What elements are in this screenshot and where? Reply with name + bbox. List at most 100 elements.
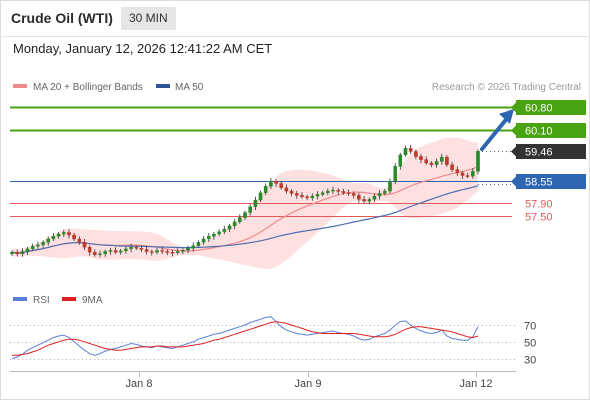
moving-averages: [11, 165, 479, 254]
candle-down: [346, 192, 351, 195]
candle-down: [77, 238, 82, 243]
candle-up: [108, 250, 113, 252]
candle-down: [300, 195, 304, 197]
candle-down: [67, 232, 71, 236]
candle-up: [181, 249, 185, 252]
target-arrow: [480, 108, 514, 152]
candle-down: [284, 187, 289, 192]
ma9-legend-swatch: [62, 297, 76, 301]
ma50-line: [11, 185, 479, 254]
candle-up: [263, 185, 268, 193]
candle-down: [289, 190, 294, 194]
candle-down: [362, 199, 366, 202]
candle-down: [82, 242, 87, 248]
candle-up: [206, 236, 211, 240]
interval-badge[interactable]: 30 MIN: [121, 7, 176, 30]
candle-up: [51, 236, 56, 240]
candle-down: [92, 251, 97, 255]
candle-up: [237, 217, 242, 223]
candle-down: [336, 189, 341, 192]
candle-up: [30, 245, 35, 249]
candle-up: [471, 171, 475, 177]
candle-down: [460, 172, 465, 176]
candle-up: [124, 248, 128, 252]
candle-down: [160, 250, 165, 252]
level-tag-pointer-60.80: [511, 102, 516, 113]
candle-up: [258, 192, 263, 201]
price-levels: [10, 106, 512, 217]
candle-down: [351, 193, 356, 196]
x-tick-label: Jan 8: [126, 378, 153, 390]
level-tag-pointer-58.55: [511, 176, 516, 187]
bollinger-band-area: [12, 137, 478, 269]
candle-up: [103, 251, 107, 254]
candle-up: [227, 225, 232, 230]
candle-up: [377, 193, 382, 197]
ma20-legend-label: MA 20 + Bollinger Bands: [33, 82, 143, 93]
candle-up: [155, 250, 159, 253]
candle-up: [403, 147, 408, 155]
level-tag-60.80: [516, 100, 586, 115]
candle-up: [372, 195, 377, 200]
candle-up: [253, 199, 258, 207]
candle-up: [25, 248, 30, 252]
level-label-58.55: 58.55: [525, 177, 553, 189]
instrument-title: Crude Oil (WTI): [11, 10, 113, 26]
rsi-tick-label-70: 70: [524, 321, 536, 333]
level-label-60.80: 60.80: [525, 103, 553, 115]
rsi-legend-label: RSI: [33, 295, 50, 306]
header: Crude Oil (WTI) 30 MIN: [0, 0, 590, 36]
candle-up: [62, 232, 66, 235]
candle-down: [279, 183, 284, 189]
candle-up: [243, 212, 247, 218]
candle-up: [320, 192, 325, 195]
x-tick-label: Jan 9: [295, 378, 322, 390]
bollinger-bands: [12, 137, 478, 269]
candle-down: [305, 196, 309, 198]
ma50-legend-swatch: [156, 84, 170, 88]
ma50-legend-label: MA 50: [175, 82, 204, 93]
candle-up: [331, 189, 335, 192]
candle-down: [113, 250, 118, 253]
credit-text: Research © 2026 Trading Central: [432, 82, 581, 93]
candle-down: [144, 249, 149, 252]
level-label-60.10: 60.10: [525, 126, 553, 138]
level-label-57.90: 57.90: [525, 199, 553, 211]
candle-up: [196, 242, 201, 246]
candle-up: [315, 194, 320, 197]
candle-up: [36, 244, 40, 247]
candlesticks: [10, 144, 480, 258]
candle-down: [15, 251, 20, 255]
candle-up: [175, 251, 180, 253]
candle-up: [212, 233, 216, 237]
candle-down: [134, 246, 139, 249]
candle-up: [269, 180, 273, 187]
candle-up: [118, 250, 123, 253]
level-tag-pointer-60.10: [511, 125, 516, 136]
rsi-line: [11, 316, 479, 360]
candle-down: [165, 251, 170, 253]
candle-up: [326, 190, 330, 194]
rsi-tick-label-30: 30: [524, 355, 536, 367]
ma9-line: [12, 321, 479, 356]
level-tag-58.55: [516, 174, 586, 189]
ma20-legend-swatch: [13, 84, 27, 88]
level-label-59.46: 59.46: [525, 147, 553, 159]
timestamp: Monday, January 12, 2026 12:41:22 AM CET: [13, 41, 273, 56]
ma9-legend-label: 9MA: [82, 295, 103, 306]
candle-up: [248, 206, 253, 213]
candle-down: [139, 247, 144, 250]
candle-down: [414, 151, 418, 157]
candle-down: [341, 191, 346, 193]
candle-up: [20, 251, 25, 254]
candle-up: [10, 251, 14, 255]
rsi-legend-swatch: [13, 297, 27, 301]
candle-up: [217, 231, 221, 235]
x-tick-label: Jan 12: [459, 378, 492, 390]
rsi-panel: 70 50 30: [10, 316, 536, 367]
candle-up: [201, 238, 206, 243]
candle-down: [274, 180, 278, 184]
candle-down: [408, 147, 413, 152]
candle-up: [41, 242, 45, 246]
